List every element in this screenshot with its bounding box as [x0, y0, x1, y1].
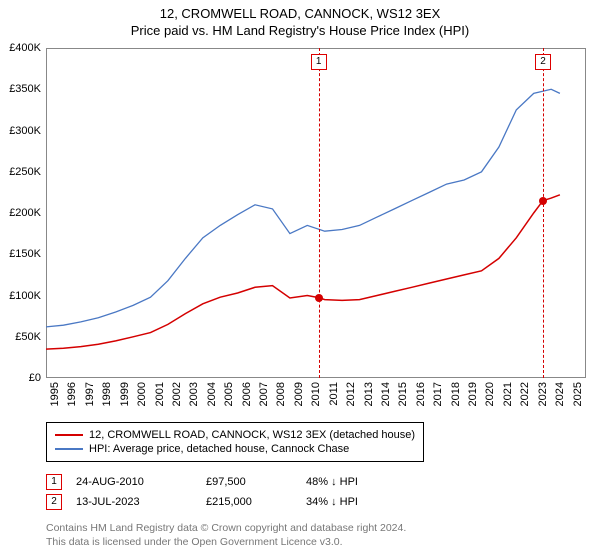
sale-vline — [319, 48, 320, 378]
sale-dot — [539, 197, 547, 205]
y-axis-label: £50K — [0, 331, 41, 343]
y-axis-label: £300K — [0, 125, 41, 137]
y-axis-label: £0 — [0, 372, 41, 384]
sale-price: £97,500 — [206, 476, 306, 488]
x-axis-label: 2000 — [136, 382, 148, 406]
x-axis-label: 2007 — [258, 382, 270, 406]
legend-label: HPI: Average price, detached house, Cann… — [89, 443, 349, 455]
x-axis-label: 2010 — [310, 382, 322, 406]
sale-vs-hpi: 34% ↓ HPI — [306, 496, 406, 508]
x-axis-label: 2009 — [293, 382, 305, 406]
sale-vs-hpi: 48% ↓ HPI — [306, 476, 406, 488]
address-title: 12, CROMWELL ROAD, CANNOCK, WS12 3EX — [0, 6, 600, 21]
legend-swatch — [55, 434, 83, 436]
footer-copyright: Contains HM Land Registry data © Crown c… — [46, 522, 406, 536]
y-axis-label: £200K — [0, 207, 41, 219]
chart-lines — [46, 48, 586, 378]
x-axis-label: 2020 — [484, 382, 496, 406]
x-axis-label: 2011 — [328, 382, 340, 406]
x-axis-label: 1995 — [49, 382, 61, 406]
sales-table: 1 24-AUG-2010 £97,500 48% ↓ HPI 2 13-JUL… — [46, 470, 406, 514]
x-axis-label: 2002 — [171, 382, 183, 406]
sale-marker-box: 2 — [535, 54, 551, 70]
x-axis-label: 2008 — [275, 382, 287, 406]
sale-price: £215,000 — [206, 496, 306, 508]
chart: £0£50K£100K£150K£200K£250K£300K£350K£400… — [46, 48, 586, 378]
x-axis-label: 2019 — [467, 382, 479, 406]
x-axis-label: 2018 — [450, 382, 462, 406]
x-axis-label: 2003 — [188, 382, 200, 406]
x-axis-label: 2022 — [519, 382, 531, 406]
y-axis-label: £100K — [0, 290, 41, 302]
y-axis-label: £150K — [0, 248, 41, 260]
legend-label: 12, CROMWELL ROAD, CANNOCK, WS12 3EX (de… — [89, 429, 415, 441]
footer: Contains HM Land Registry data © Crown c… — [46, 522, 406, 549]
sale-dot — [315, 294, 323, 302]
x-axis-label: 2012 — [345, 382, 357, 406]
legend-swatch — [55, 448, 83, 450]
x-axis-label: 2021 — [502, 382, 514, 406]
x-axis-label: 2016 — [415, 382, 427, 406]
x-axis-label: 1998 — [101, 382, 113, 406]
x-axis-label: 1999 — [119, 382, 131, 406]
legend: 12, CROMWELL ROAD, CANNOCK, WS12 3EX (de… — [46, 422, 424, 462]
x-axis-label: 2024 — [554, 382, 566, 406]
x-axis-label: 2014 — [380, 382, 392, 406]
x-axis-label: 2015 — [397, 382, 409, 406]
sale-date: 13-JUL-2023 — [76, 496, 206, 508]
footer-licence: This data is licensed under the Open Gov… — [46, 536, 406, 550]
legend-item-property: 12, CROMWELL ROAD, CANNOCK, WS12 3EX (de… — [55, 429, 415, 441]
x-axis-label: 2001 — [154, 382, 166, 406]
x-axis-label: 2017 — [432, 382, 444, 406]
y-axis-label: £350K — [0, 83, 41, 95]
sale-marker-2: 2 — [46, 494, 62, 510]
x-axis-label: 2005 — [223, 382, 235, 406]
x-axis-label: 2023 — [537, 382, 549, 406]
x-axis-label: 1996 — [66, 382, 78, 406]
chart-subtitle: Price paid vs. HM Land Registry's House … — [0, 23, 600, 38]
sale-row: 1 24-AUG-2010 £97,500 48% ↓ HPI — [46, 474, 406, 490]
sale-row: 2 13-JUL-2023 £215,000 34% ↓ HPI — [46, 494, 406, 510]
sale-marker-1: 1 — [46, 474, 62, 490]
y-axis-label: £250K — [0, 166, 41, 178]
series-hpi — [46, 89, 560, 327]
sale-vline — [543, 48, 544, 378]
x-axis-label: 2013 — [363, 382, 375, 406]
sale-date: 24-AUG-2010 — [76, 476, 206, 488]
series-property — [46, 195, 560, 349]
x-axis-label: 2025 — [572, 382, 584, 406]
sale-marker-box: 1 — [311, 54, 327, 70]
y-axis-label: £400K — [0, 42, 41, 54]
x-axis-label: 2004 — [206, 382, 218, 406]
legend-item-hpi: HPI: Average price, detached house, Cann… — [55, 443, 415, 455]
x-axis-label: 1997 — [84, 382, 96, 406]
x-axis-label: 2006 — [241, 382, 253, 406]
